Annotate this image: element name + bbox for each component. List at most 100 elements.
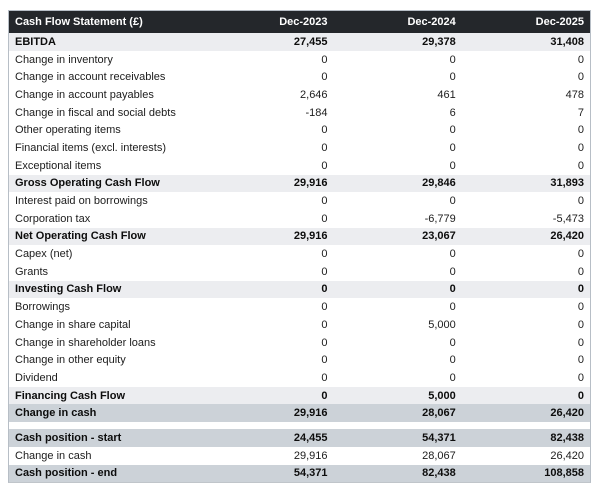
row-label: Exceptional items — [9, 156, 206, 175]
cell-value: 0 — [461, 50, 590, 69]
cell-value: 0 — [333, 280, 462, 299]
table-row: Investing Cash Flow 0 0 0 — [9, 280, 590, 299]
cell-value: 28,067 — [333, 446, 462, 465]
row-label: Gross Operating Cash Flow — [9, 174, 206, 193]
cell-value: 0 — [461, 333, 590, 352]
cell-value: 0 — [333, 262, 462, 281]
row-label: Change in shareholder loans — [9, 333, 206, 352]
table-row: Other operating items 0 0 0 — [9, 121, 590, 140]
header-row: Cash Flow Statement (£) Dec-2023 Dec-202… — [9, 11, 590, 33]
row-label: Change in inventory — [9, 50, 206, 69]
cell-value: 6 — [333, 103, 462, 122]
row-label: Borrowings — [9, 298, 206, 316]
row-label: Change in cash — [9, 404, 206, 423]
cell-value: 5,000 — [333, 316, 462, 334]
table-row: Change in account payables 2,646 461 478 — [9, 86, 590, 104]
column-header-dec-2023: Dec-2023 — [205, 11, 334, 33]
cell-value: 0 — [461, 298, 590, 316]
cell-value: 0 — [461, 280, 590, 299]
cell-value: 0 — [205, 156, 334, 175]
cell-value: 27,455 — [205, 33, 334, 51]
cell-value: -5,473 — [461, 209, 590, 228]
cell-value: 26,420 — [461, 446, 590, 465]
table-row: Exceptional items 0 0 0 — [9, 156, 590, 175]
row-label: Capex (net) — [9, 245, 206, 263]
table-row: Change in cash 29,916 28,067 26,420 — [9, 404, 590, 423]
row-label: Dividend — [9, 369, 206, 387]
cell-value: 0 — [205, 351, 334, 370]
row-label: Change in fiscal and social debts — [9, 103, 206, 122]
cell-value: 0 — [461, 192, 590, 210]
cell-value: 0 — [205, 139, 334, 157]
row-label: Interest paid on borrowings — [9, 192, 206, 210]
table-body: EBITDA 27,455 29,378 31,408 Change in invent… — [9, 33, 590, 483]
table-row: Dividend 0 0 0 — [9, 369, 590, 387]
cell-value: 0 — [205, 68, 334, 87]
cell-value: 0 — [461, 245, 590, 263]
table-row: Grants 0 0 0 — [9, 262, 590, 281]
cell-value: 24,455 — [205, 429, 334, 447]
table-row: Borrowings 0 0 0 — [9, 298, 590, 316]
cell-value: 0 — [461, 369, 590, 387]
cell-value: 0 — [461, 386, 590, 405]
table-row: Change in cash 29,916 28,067 26,420 — [9, 446, 590, 465]
row-label: Net Operating Cash Flow — [9, 227, 206, 246]
cell-value: 478 — [461, 86, 590, 104]
cell-value: 0 — [205, 192, 334, 210]
row-label: Change in account receivables — [9, 68, 206, 87]
table-row: Change in inventory 0 0 0 — [9, 50, 590, 69]
row-label: Change in account payables — [9, 86, 206, 104]
cell-value: 0 — [461, 156, 590, 175]
table-row: Cash position - start 24,455 54,371 82,438 — [9, 429, 590, 447]
row-label: Other operating items — [9, 121, 206, 140]
cell-value: 0 — [205, 245, 334, 263]
cell-value: 0 — [333, 192, 462, 210]
cell-value: 5,000 — [333, 386, 462, 405]
table-row: Change in shareholder loans 0 0 0 — [9, 333, 590, 352]
cell-value: 29,846 — [333, 174, 462, 193]
table-row: Change in share capital 0 5,000 0 — [9, 316, 590, 334]
cell-value: 29,916 — [205, 404, 334, 423]
cell-value: -184 — [205, 103, 334, 122]
table-row: Cash position - end 54,371 82,438 108,858 — [9, 464, 590, 483]
table-row: Financial items (excl. interests) 0 0 0 — [9, 139, 590, 157]
cell-value: 0 — [333, 139, 462, 157]
cell-value: 0 — [205, 262, 334, 281]
cell-value: 26,420 — [461, 227, 590, 246]
table-row: Net Operating Cash Flow 29,916 23,067 26,42… — [9, 227, 590, 246]
cell-value: 0 — [333, 369, 462, 387]
cell-value: 0 — [461, 68, 590, 87]
cell-value: 54,371 — [205, 464, 334, 483]
cell-value: 31,408 — [461, 33, 590, 51]
cell-value: 0 — [205, 280, 334, 299]
row-label: Grants — [9, 262, 206, 281]
table-row: Change in other equity 0 0 0 — [9, 351, 590, 370]
table-row: Gross Operating Cash Flow 29,916 29,846 31,… — [9, 174, 590, 193]
cell-value: 0 — [333, 333, 462, 352]
row-label: Cash position - start — [9, 429, 206, 447]
row-label: Financing Cash Flow — [9, 386, 206, 405]
table-row: Change in account receivables 0 0 0 — [9, 68, 590, 87]
cell-value: 29,916 — [205, 227, 334, 246]
table-row: Interest paid on borrowings 0 0 0 — [9, 192, 590, 210]
cell-value: 29,378 — [333, 33, 462, 51]
table-row: Corporation tax 0 -6,779 -5,473 — [9, 209, 590, 228]
cell-value: 0 — [205, 333, 334, 352]
cell-value: 26,420 — [461, 404, 590, 423]
cell-value: 0 — [461, 139, 590, 157]
cell-value: 0 — [333, 50, 462, 69]
column-header-dec-2024: Dec-2024 — [333, 11, 462, 33]
cell-value: 0 — [333, 156, 462, 175]
cell-value: 108,858 — [461, 464, 590, 483]
cell-value: 2,646 — [205, 86, 334, 104]
table-title: Cash Flow Statement (£) — [9, 11, 206, 33]
row-label: Cash position - end — [9, 464, 206, 483]
cell-value: 31,893 — [461, 174, 590, 193]
cell-value: 29,916 — [205, 174, 334, 193]
column-header-dec-2025: Dec-2025 — [461, 11, 590, 33]
cell-value: 29,916 — [205, 446, 334, 465]
cell-value: 0 — [461, 351, 590, 370]
row-label: Financial items (excl. interests) — [9, 139, 206, 157]
cell-value: 0 — [333, 121, 462, 140]
table-row: Capex (net) 0 0 0 — [9, 245, 590, 263]
